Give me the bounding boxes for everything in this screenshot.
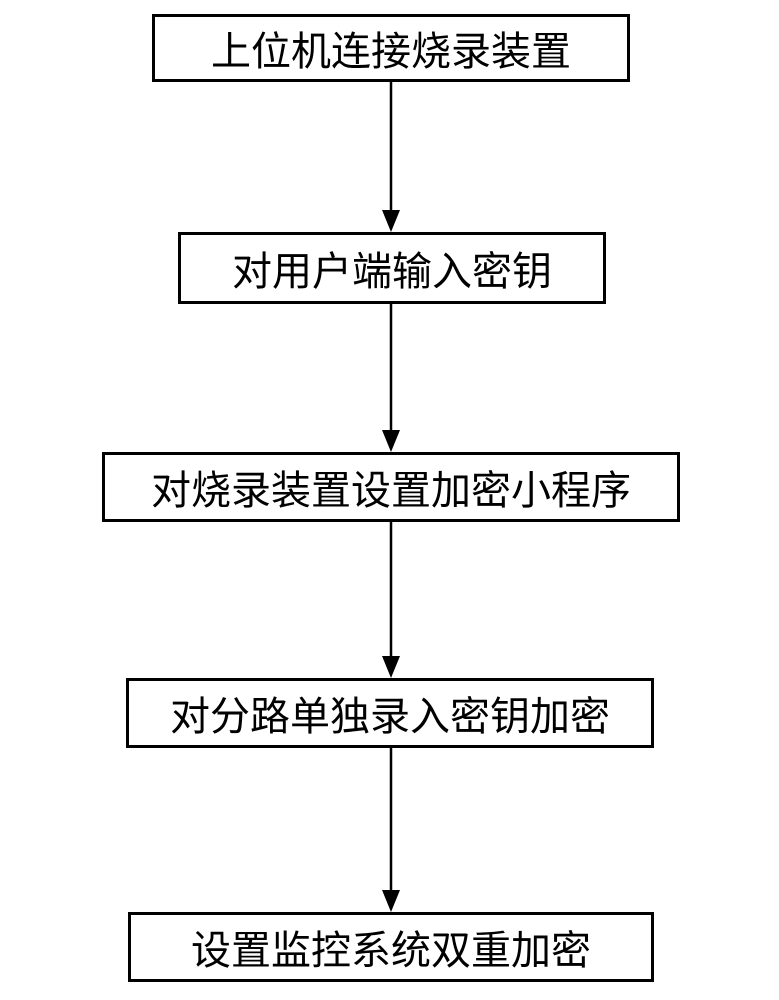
flow-arrowhead-n1-n2 — [382, 210, 400, 232]
flow-node-n4: 对分路单独录入密钥加密 — [126, 678, 654, 748]
flow-arrowhead-n3-n4 — [382, 656, 400, 678]
flow-arrowhead-n2-n3 — [382, 430, 400, 452]
flow-node-label: 设置监控系统双重加密 — [191, 918, 591, 976]
flow-node-label: 对烧录装置设置加密小程序 — [151, 458, 631, 516]
flow-node-label: 对用户端输入密钥 — [232, 239, 552, 297]
flow-node-label: 对分路单独录入密钥加密 — [170, 684, 610, 742]
flow-node-n1: 上位机连接烧录装置 — [152, 14, 630, 82]
flowchart-canvas: 上位机连接烧录装置对用户端输入密钥对烧录装置设置加密小程序对分路单独录入密钥加密… — [0, 0, 779, 1000]
flow-node-n3: 对烧录装置设置加密小程序 — [102, 452, 680, 522]
flow-arrowhead-n4-n5 — [382, 890, 400, 912]
flow-node-n2: 对用户端输入密钥 — [178, 232, 606, 304]
flow-node-label: 上位机连接烧录装置 — [211, 19, 571, 77]
flow-node-n5: 设置监控系统双重加密 — [128, 912, 654, 982]
